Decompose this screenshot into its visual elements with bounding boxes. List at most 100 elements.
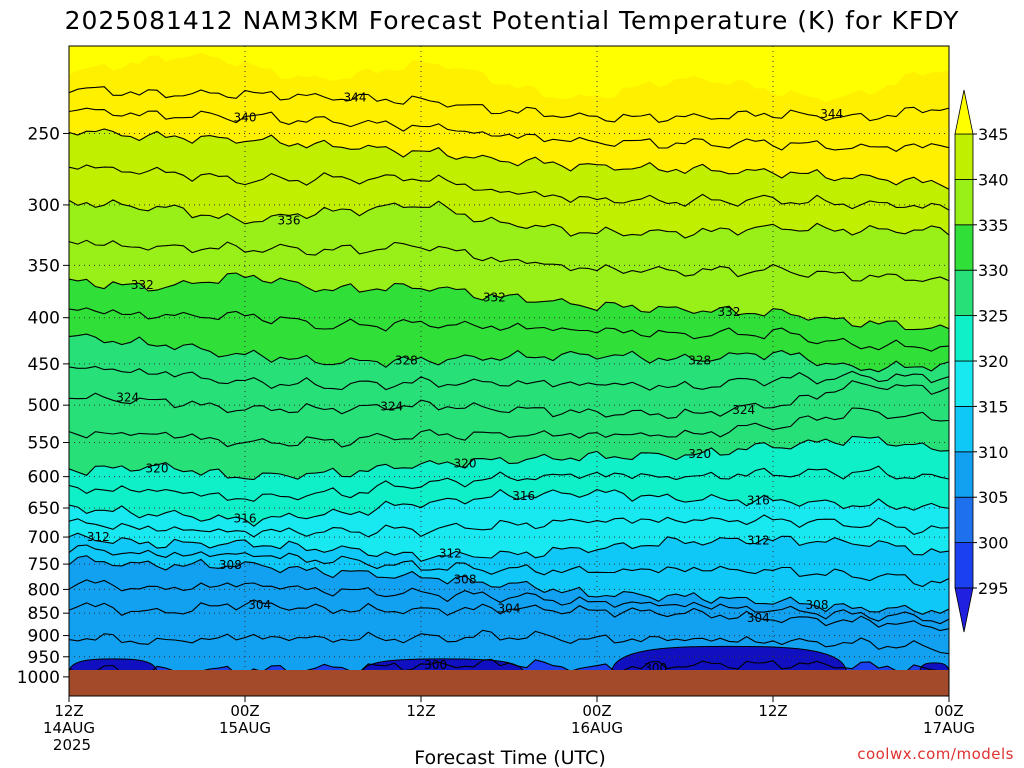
contour-line — [69, 555, 949, 615]
x-tick-label: 00Z — [230, 702, 259, 720]
low-theta-pools — [69, 645, 949, 670]
contour-label: 316 — [747, 494, 770, 508]
colorbar-label: 330 — [978, 261, 1009, 280]
contour-lines — [69, 86, 949, 670]
x-axis-label: Forecast Time (UTC) — [414, 747, 605, 768]
y-tick-label: 300 — [28, 196, 60, 216]
colorbar-segment — [954, 496, 974, 544]
contour-label: 324 — [380, 400, 403, 414]
low-theta-pool — [611, 645, 847, 670]
contour-label: 316 — [512, 489, 535, 503]
y-tick-label: 850 — [28, 604, 60, 624]
x-tick-label: 15AUG — [219, 719, 271, 737]
colorbar-segment — [954, 315, 974, 362]
contour-label: 340 — [234, 110, 257, 124]
contour-line — [69, 489, 949, 527]
contour-line-minor — [69, 407, 949, 448]
contour-label: 324 — [732, 403, 755, 417]
contour-line-minor — [69, 514, 949, 538]
y-tick-label: 550 — [28, 434, 60, 454]
contour-label: 304 — [248, 598, 271, 612]
x-tick-label: 17AUG — [923, 719, 975, 737]
contour-line-minor — [69, 164, 949, 211]
contour-line — [69, 86, 949, 123]
colorbar-segment — [954, 360, 974, 407]
colorbar-label: 320 — [978, 352, 1009, 371]
colorbar-segment — [954, 269, 974, 317]
color-fill-bands — [69, 46, 949, 670]
contour-line — [69, 532, 949, 562]
contour-label: 308 — [806, 598, 829, 612]
contour-line — [69, 272, 949, 331]
colorbar-label: 300 — [978, 534, 1009, 553]
colorbar-label: 325 — [978, 307, 1009, 326]
x-tick-label: 14AUG — [43, 719, 95, 737]
contour-line-minor — [69, 239, 949, 282]
colorbar-label: 305 — [978, 488, 1009, 507]
contour-line-minor — [69, 107, 949, 153]
y-tick-label: 500 — [28, 396, 60, 416]
contour-label: 312 — [87, 530, 110, 544]
contour-label: 312 — [747, 533, 770, 547]
contour-line — [69, 380, 949, 419]
y-tick-label: 1000 — [17, 668, 60, 688]
contour-line — [69, 658, 939, 670]
contour-line-minor — [69, 465, 949, 502]
y-tick-label: 900 — [28, 627, 60, 647]
plot-frame — [68, 45, 950, 697]
colorbar-segment — [954, 224, 974, 271]
band-fill-top — [69, 46, 949, 103]
ground-below-surface — [69, 670, 949, 696]
contour-label: 312 — [439, 547, 462, 561]
contour-line — [69, 435, 949, 481]
colorbar-over-arrow — [954, 89, 974, 135]
contour-line — [69, 199, 949, 239]
colorbar-segment — [954, 133, 974, 180]
contour-label: 328 — [395, 353, 418, 367]
y-tick-label: 750 — [28, 555, 60, 575]
contour-label: 300 — [424, 658, 447, 672]
colorbar-label: 340 — [978, 170, 1009, 189]
contour-line-minor — [69, 544, 949, 588]
y-tick-label: 450 — [28, 355, 60, 375]
x-tick-label: 2025 — [53, 736, 91, 754]
contour-label: 304 — [747, 611, 770, 625]
contour-label: 308 — [454, 572, 477, 586]
contour-label: 332 — [483, 291, 506, 305]
y-tick-label: 350 — [28, 256, 60, 276]
credit-text: coolwx.com/models — [857, 745, 1014, 763]
low-theta-pool — [69, 658, 157, 670]
contour-label: 320 — [688, 447, 711, 461]
contour-line — [69, 599, 949, 632]
contour-line-minor — [69, 579, 949, 625]
contour-label: 328 — [688, 353, 711, 367]
y-tick-label: 650 — [28, 499, 60, 519]
contour-labels: 344 344 340 336 332 332 332 328 328 324 324 324 320 3… — [87, 90, 843, 675]
chart-title: 2025081412 NAM3KM Forecast Potential Tem… — [65, 6, 960, 35]
y-tick-label: 700 — [28, 528, 60, 548]
contour-label: 344 — [344, 90, 367, 104]
contour-label: 320 — [146, 462, 169, 476]
colorbar-under-arrow — [954, 587, 974, 633]
colorbar-label: 315 — [978, 397, 1009, 416]
contour-label: 304 — [498, 602, 521, 616]
colorbar-segment — [954, 405, 974, 453]
contour-label: 324 — [116, 390, 139, 404]
colorbar: 345 340 335 330 325 320 315 310 305 300 295 — [954, 89, 1009, 633]
contour-line-minor — [69, 629, 949, 655]
contour-label: 316 — [234, 512, 257, 526]
contour-line — [69, 333, 949, 373]
contour-line-minor — [69, 365, 949, 391]
y-tick-label: 950 — [28, 648, 60, 668]
x-tick-label: 00Z — [582, 702, 611, 720]
contour-label: 332 — [131, 278, 154, 292]
colorbar-label: 345 — [978, 125, 1009, 144]
colorbar-segment — [954, 178, 974, 226]
colorbar-label: 310 — [978, 443, 1009, 462]
y-axis-ticks: 250 300 350 400 450 500 550 600 650 700 750 800 850 9… — [17, 124, 69, 688]
y-tick-label: 250 — [28, 124, 60, 144]
x-tick-label: 12Z — [54, 702, 83, 720]
colorbar-segment — [954, 451, 974, 498]
